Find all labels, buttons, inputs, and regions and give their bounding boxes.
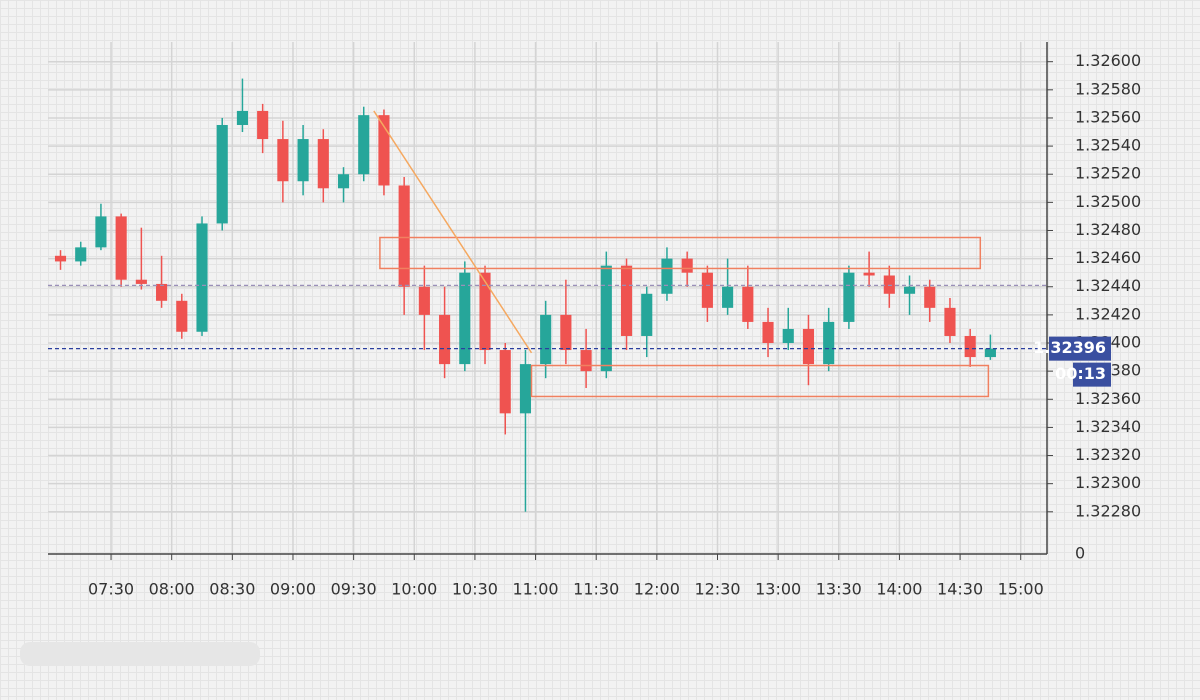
y-tick-label: 1.32440 <box>1075 276 1141 295</box>
x-tick-label: 12:00 <box>634 580 680 599</box>
y-tick-label: 1.32480 <box>1075 220 1141 239</box>
candle-body <box>378 115 390 186</box>
y-tick-label: 1.32340 <box>1075 417 1141 436</box>
y-tick-label: 1.32460 <box>1075 248 1141 267</box>
candle-body <box>297 139 309 182</box>
candle-body <box>843 272 855 322</box>
last-price-badge <box>1049 336 1111 361</box>
candle-body <box>499 350 511 414</box>
x-tick-label: 11:00 <box>513 580 559 599</box>
x-tick-label: 12:30 <box>694 580 740 599</box>
candle-body <box>196 223 208 332</box>
y-tick-label: 1.32580 <box>1075 79 1141 98</box>
x-tick-label: 13:00 <box>755 580 801 599</box>
x-tick-label: 09:30 <box>331 580 377 599</box>
y-tick-label: 1.32520 <box>1075 164 1141 183</box>
candle-body <box>580 350 592 372</box>
candle-body <box>135 279 147 284</box>
y-tick-label: 1.32600 <box>1075 51 1141 70</box>
candle-body <box>317 139 329 189</box>
x-tick-label: 09:00 <box>270 580 316 599</box>
candle-body <box>358 115 370 175</box>
candle-body <box>115 216 127 280</box>
candle-body <box>277 139 289 182</box>
candle-body <box>540 314 552 365</box>
candle-body <box>944 307 956 336</box>
x-tick-label: 08:30 <box>209 580 255 599</box>
candle-body <box>418 286 430 315</box>
candle-body <box>337 174 350 189</box>
x-tick-label: 11:30 <box>573 580 619 599</box>
candle-body <box>641 293 653 336</box>
candle-body <box>984 348 996 358</box>
candle-body <box>701 272 713 308</box>
candle-body <box>964 335 976 358</box>
plot <box>48 78 1047 512</box>
y-tick-label: 1.32280 <box>1075 501 1141 520</box>
y-tick-label: 1.32500 <box>1075 192 1141 211</box>
x-tick-label: 15:00 <box>998 580 1044 599</box>
countdown-label: 00:13 <box>1055 364 1106 383</box>
grid <box>48 42 1047 554</box>
x-tick-label: 14:00 <box>876 580 922 599</box>
candle-body <box>924 286 936 308</box>
x-tick-label: 14:30 <box>937 580 983 599</box>
candle-body <box>519 364 532 414</box>
range-box <box>530 364 990 398</box>
x-tick-label: 13:30 <box>816 580 862 599</box>
y-tick-label: 1.32320 <box>1075 445 1141 464</box>
candle-body <box>398 185 410 287</box>
y-tick-label: 1.32540 <box>1075 136 1141 155</box>
trend-line <box>373 110 533 354</box>
candle-body <box>600 265 612 372</box>
scrollbar[interactable] <box>20 642 260 666</box>
last-price-label: 1.32396 <box>1033 338 1106 357</box>
candle-body <box>681 258 693 273</box>
candle-body <box>459 272 471 365</box>
candle-body <box>883 275 895 294</box>
y-tick-label: 1.32420 <box>1075 304 1141 323</box>
x-tick-label: 08:00 <box>149 580 195 599</box>
candle-body <box>560 314 572 351</box>
candle-body <box>75 247 87 262</box>
axis-floor-label: 0 <box>1075 544 1085 563</box>
y-tick-label: 1.32360 <box>1075 389 1141 408</box>
candle-body <box>823 321 835 365</box>
candle-body <box>216 124 228 224</box>
x-tick-label: 10:30 <box>452 580 498 599</box>
range-box <box>379 236 982 270</box>
candle-body <box>802 328 815 365</box>
candle-body <box>782 328 794 344</box>
candle-body <box>903 286 916 294</box>
candle-body <box>762 321 774 344</box>
candle-body <box>620 265 633 336</box>
candle-body <box>722 286 734 308</box>
candle-body <box>236 110 249 125</box>
candle-body <box>95 216 107 248</box>
candle-body <box>661 258 673 294</box>
candle-body <box>742 286 754 322</box>
x-tick-label: 10:00 <box>391 580 437 599</box>
candle-body <box>439 314 451 365</box>
candle-body <box>863 272 875 276</box>
candle-body <box>156 283 168 301</box>
y-tick-label: 1.32560 <box>1075 107 1141 126</box>
candle-body <box>54 255 67 262</box>
candle-body <box>257 110 269 140</box>
countdown-badge <box>1073 362 1111 387</box>
candle-body <box>176 300 188 332</box>
x-tick-label: 07:30 <box>88 580 134 599</box>
y-tick-label: 1.32300 <box>1075 473 1141 492</box>
candle-body <box>479 272 491 351</box>
